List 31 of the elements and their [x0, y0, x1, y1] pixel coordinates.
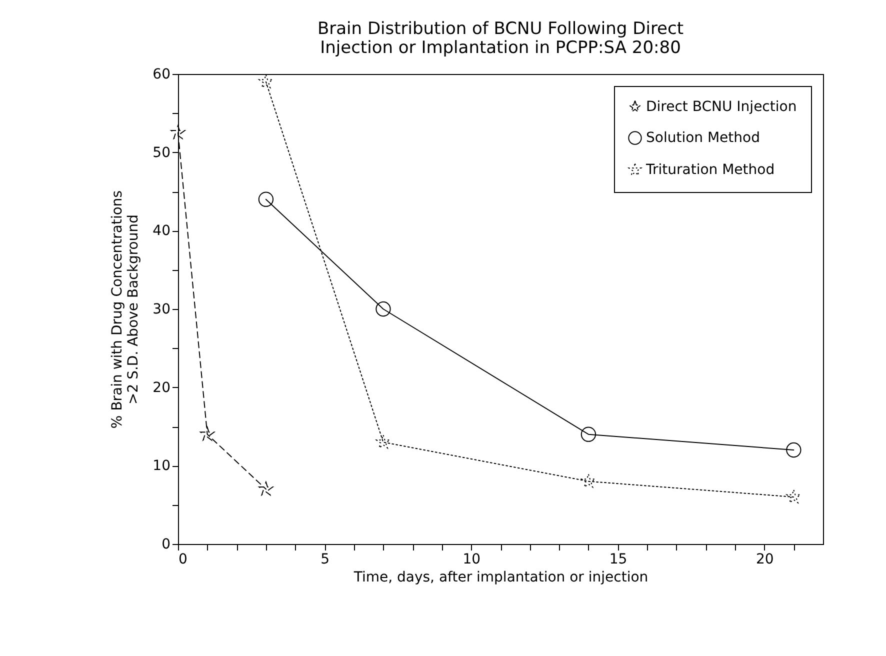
text: Brain Distribution of BCNU Following Direct	[317, 19, 684, 39]
point	[258, 74, 274, 88]
point	[200, 426, 215, 441]
x-tick-label: 15	[609, 552, 628, 568]
point	[258, 192, 274, 207]
x-tick-label: 20	[756, 552, 774, 568]
legend-label: Trituration Method	[645, 162, 775, 178]
text: Injection or Implantation in PCPP:SA 20:80	[320, 38, 681, 58]
y-tick-label: 60	[152, 66, 170, 82]
text: % Brain with Drug Concentrations	[110, 190, 126, 429]
point	[258, 482, 274, 496]
y-tick-label: 0	[162, 536, 170, 552]
x-tick-label: 10	[462, 552, 481, 568]
x-tick-label: 0	[178, 552, 188, 568]
point	[376, 434, 390, 448]
point	[581, 474, 596, 488]
y-tick-label: 50	[152, 144, 170, 161]
legend-label: Solution Method	[646, 130, 760, 146]
x-axis-title: Time, days, after implantation or injection	[352, 570, 648, 586]
y-tick-label: 10	[152, 458, 170, 474]
y-tick-label: 20	[152, 380, 170, 396]
point	[786, 489, 801, 504]
y-tick-label: 40	[152, 223, 170, 240]
x-tick-label: 5	[320, 552, 330, 568]
text: >2 S.D. Above Background	[126, 214, 142, 405]
point	[376, 301, 391, 317]
point	[786, 442, 802, 458]
legend-label: Direct BCNU Injection	[646, 99, 797, 115]
point	[170, 125, 186, 139]
y-tick-label: 30	[152, 302, 170, 318]
point	[580, 426, 596, 442]
